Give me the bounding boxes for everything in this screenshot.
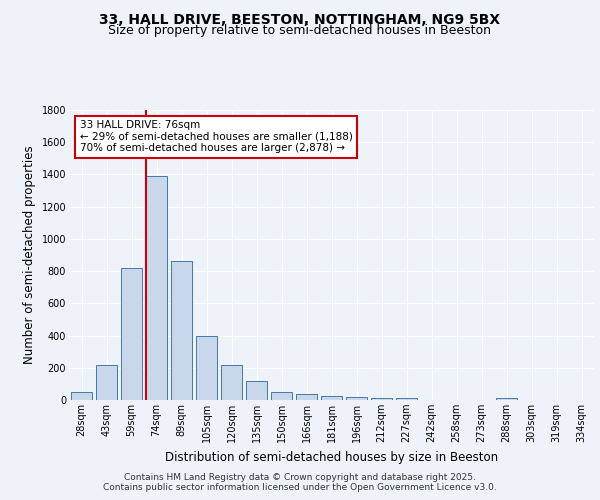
Text: Contains public sector information licensed under the Open Government Licence v3: Contains public sector information licen… (103, 484, 497, 492)
Bar (321, 396, 342, 400)
Bar (196, 336, 217, 400)
Text: 33, HALL DRIVE, BEESTON, NOTTINGHAM, NG9 5BX: 33, HALL DRIVE, BEESTON, NOTTINGHAM, NG9… (100, 12, 500, 26)
Text: Size of property relative to semi-detached houses in Beeston: Size of property relative to semi-detach… (109, 24, 491, 37)
Bar (171, 262, 192, 400)
Bar (396, 398, 417, 400)
Bar (271, 392, 292, 400)
Bar (246, 380, 267, 400)
Bar (371, 398, 392, 400)
Bar (496, 398, 517, 400)
Bar (121, 268, 142, 400)
Bar (296, 394, 317, 400)
Y-axis label: Number of semi-detached properties: Number of semi-detached properties (23, 146, 36, 364)
Bar (221, 364, 242, 400)
Bar (96, 364, 117, 400)
Bar (146, 176, 167, 400)
Bar (346, 397, 367, 400)
Bar (71, 392, 92, 400)
Text: Contains HM Land Registry data © Crown copyright and database right 2025.: Contains HM Land Registry data © Crown c… (124, 472, 476, 482)
Text: 33 HALL DRIVE: 76sqm
← 29% of semi-detached houses are smaller (1,188)
70% of se: 33 HALL DRIVE: 76sqm ← 29% of semi-detac… (79, 120, 352, 154)
X-axis label: Distribution of semi-detached houses by size in Beeston: Distribution of semi-detached houses by … (165, 450, 498, 464)
